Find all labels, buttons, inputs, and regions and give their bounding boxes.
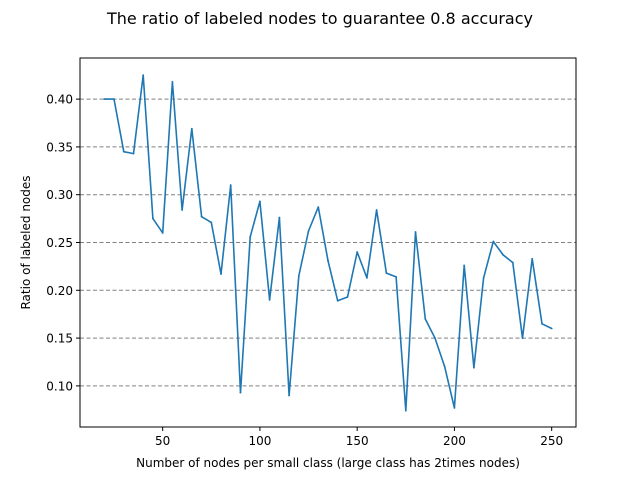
data-point: [220, 273, 222, 275]
y-tick-label: 0.40: [46, 93, 73, 107]
data-point: [288, 394, 290, 397]
data-point: [414, 231, 417, 233]
data-point: [463, 264, 466, 267]
data-point: [424, 318, 427, 320]
chart-title: The ratio of labeled nodes to guarantee …: [106, 9, 533, 28]
data-point: [190, 127, 193, 130]
data-point: [356, 251, 359, 253]
data-point: [229, 184, 232, 187]
data-point: [443, 365, 446, 368]
y-tick-label: 0.30: [46, 188, 73, 202]
y-axis: 0.10 0.15 0.20 0.25 0.30 0.35 0.40: [46, 93, 80, 393]
series-group: [103, 74, 553, 412]
data-point: [103, 98, 106, 101]
data-point: [366, 276, 368, 279]
data-point: [453, 406, 456, 409]
data-point: [541, 322, 543, 325]
data-point: [161, 232, 164, 234]
data-point: [375, 209, 378, 211]
y-tick-label: 0.15: [46, 332, 73, 346]
x-tick-label: 250: [540, 434, 563, 448]
data-point: [171, 80, 174, 83]
data-point: [259, 200, 261, 203]
data-point: [132, 152, 135, 155]
data-point: [210, 221, 213, 224]
data-point: [531, 257, 534, 260]
data-point: [268, 298, 271, 301]
x-axis-label: Number of nodes per small class (large c…: [136, 456, 520, 470]
y-tick-label: 0.10: [46, 379, 73, 393]
data-point: [346, 296, 349, 298]
data-point: [181, 209, 184, 211]
data-point: [200, 215, 203, 218]
y-tick-label: 0.35: [46, 140, 73, 154]
y-tick-label: 0.20: [46, 284, 73, 298]
x-tick-label: 150: [346, 434, 369, 448]
data-point: [297, 275, 300, 277]
data-point: [142, 74, 145, 77]
data-point: [152, 217, 154, 220]
data-point: [472, 366, 475, 369]
data-point: [336, 299, 339, 302]
data-point: [550, 327, 553, 330]
data-point: [502, 254, 504, 256]
x-tick-label: 50: [155, 434, 170, 448]
data-point: [278, 216, 281, 219]
data-point: [307, 230, 310, 232]
y-tick-label: 0.25: [46, 236, 73, 250]
data-point: [511, 261, 514, 264]
x-tick-label: 200: [443, 434, 466, 448]
data-point: [249, 235, 252, 238]
data-point: [482, 276, 485, 279]
data-point: [113, 98, 115, 101]
data-point: [434, 337, 436, 339]
data-point: [385, 272, 388, 274]
data-point: [404, 409, 407, 412]
data-point: [492, 240, 495, 243]
x-tick-label: 100: [248, 434, 271, 448]
data-point: [239, 391, 242, 394]
data-point: [327, 259, 329, 262]
x-axis: 50 100 150 200 250: [155, 427, 563, 448]
data-point: [521, 337, 524, 339]
data-point: [395, 276, 397, 278]
y-axis-label: Ratio of labeled nodes: [19, 175, 33, 309]
data-point: [317, 206, 320, 209]
data-point: [122, 150, 125, 153]
